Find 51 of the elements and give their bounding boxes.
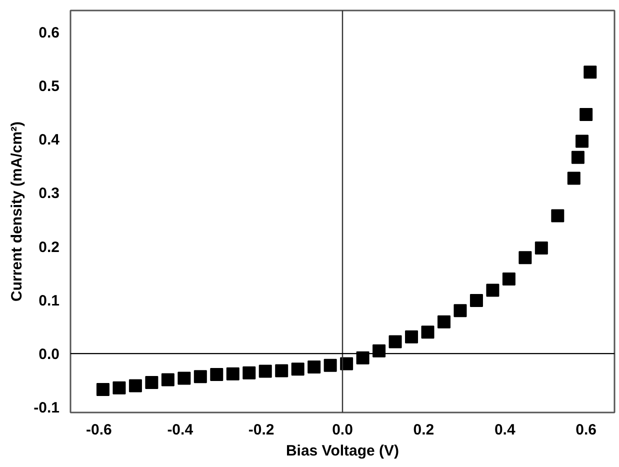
y-tick-label: 0.5 [38,78,60,96]
point [194,370,207,384]
point [178,372,191,385]
point [242,366,256,380]
point [128,379,142,392]
point [226,367,240,380]
point [534,241,548,254]
point [210,368,224,381]
x-tick-label: 0.2 [413,422,434,438]
point [291,362,304,376]
y-tick-label: 0.0 [38,346,60,364]
x-tick-label: -0.6 [86,422,112,438]
y-tick-label: 0.4 [38,132,60,149]
point [502,272,516,286]
point [454,304,467,318]
point [372,344,386,358]
y-tick-label: 0.2 [38,238,60,256]
point [421,326,434,339]
x-tick-label: -0.2 [248,422,274,438]
point [405,330,418,344]
point [518,251,532,264]
point [580,108,593,121]
y-tick-label: 0.3 [38,185,60,202]
y-tick-label: 0.1 [38,292,60,310]
point [308,360,321,374]
x-tick-label: -0.4 [167,422,194,438]
point [470,294,483,307]
point [161,373,174,386]
x-axis-title: Bias Voltage (V) [286,442,400,460]
point [96,382,110,396]
point [388,335,402,348]
point [437,315,450,328]
point [112,381,126,394]
point [145,376,158,389]
point [571,150,584,164]
point [324,358,337,372]
point [576,134,589,148]
x-tick-label: 0.4 [494,422,516,438]
point [486,284,500,297]
x-tick-label: 0.6 [576,422,597,438]
x-tick-label: 0.0 [332,422,353,438]
point [340,357,354,370]
point [584,66,597,79]
point [258,364,272,378]
point [551,209,564,222]
y-axis-title: Current density (mA/cm²) [8,121,26,302]
y-tick-label: 0.6 [38,24,60,42]
y-tick-label: -0.1 [34,400,60,417]
point [356,351,370,364]
point [275,364,288,378]
point [567,172,580,185]
